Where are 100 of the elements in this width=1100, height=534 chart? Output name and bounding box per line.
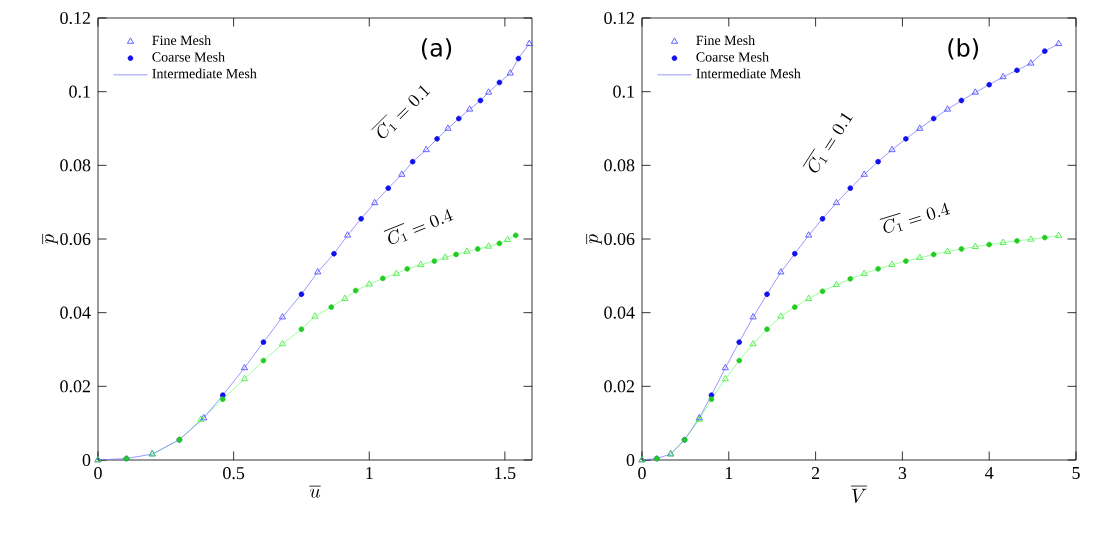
point xyxy=(496,240,503,247)
point xyxy=(398,170,406,177)
point xyxy=(331,250,337,257)
point xyxy=(847,275,854,282)
point xyxy=(764,291,770,298)
point xyxy=(278,313,286,320)
point xyxy=(328,304,335,310)
y-tick-label: 0.1 xyxy=(69,85,90,98)
point xyxy=(512,232,519,239)
point xyxy=(930,115,937,122)
point xyxy=(496,79,503,86)
x-tick-label: 1 xyxy=(366,467,373,479)
point xyxy=(409,158,416,165)
point xyxy=(721,374,729,382)
point xyxy=(311,312,319,319)
point xyxy=(314,268,322,275)
point xyxy=(466,105,474,112)
y-tick-label: 0.04 xyxy=(604,306,635,319)
point xyxy=(240,363,248,371)
y-tick-label: 0.06 xyxy=(604,232,635,246)
x-tick-label: 5 xyxy=(1072,467,1080,479)
x-tick-label: 1 xyxy=(725,467,733,479)
point xyxy=(777,312,785,319)
point xyxy=(708,396,715,403)
y-tick-label: 0.02 xyxy=(60,380,90,393)
point xyxy=(371,198,379,206)
point xyxy=(986,81,992,88)
point xyxy=(805,294,813,301)
point xyxy=(453,251,459,258)
point xyxy=(888,260,896,267)
point xyxy=(1041,234,1048,241)
point xyxy=(1027,59,1035,66)
point xyxy=(525,39,533,46)
point xyxy=(971,242,979,249)
point xyxy=(875,266,881,272)
point xyxy=(358,215,364,222)
point xyxy=(365,280,373,287)
point xyxy=(999,238,1007,245)
point xyxy=(1014,67,1020,74)
point xyxy=(463,247,471,254)
point xyxy=(832,198,840,206)
point xyxy=(404,266,411,272)
point xyxy=(944,247,952,254)
point xyxy=(805,231,813,238)
point xyxy=(431,258,438,264)
point xyxy=(958,97,965,104)
point xyxy=(1055,39,1063,46)
point xyxy=(352,287,359,294)
point xyxy=(749,339,757,347)
point xyxy=(832,280,840,287)
point xyxy=(1041,48,1048,54)
x-tick-label: 4 xyxy=(985,467,994,479)
y-tick-label: 0.02 xyxy=(604,380,634,393)
point xyxy=(903,136,909,142)
point xyxy=(341,294,349,301)
point xyxy=(819,215,826,222)
point xyxy=(764,326,770,333)
y-tick-label: 0.12 xyxy=(604,11,634,25)
point xyxy=(485,88,493,95)
point xyxy=(971,88,979,95)
point xyxy=(260,339,267,345)
point xyxy=(506,69,514,76)
point xyxy=(930,251,937,258)
point xyxy=(791,304,798,310)
x-tick-label: 3 xyxy=(898,467,907,480)
point xyxy=(791,250,798,257)
point xyxy=(504,235,512,242)
point xyxy=(422,145,430,153)
x-tick-label: 0.5 xyxy=(223,467,245,480)
y-tick-label: 0.06 xyxy=(60,232,91,246)
point xyxy=(860,170,868,177)
y-tick-label: 0.08 xyxy=(604,159,635,172)
point xyxy=(344,231,352,238)
point xyxy=(875,158,881,165)
x-tick-label: 0 xyxy=(94,467,102,480)
point xyxy=(219,396,226,403)
point xyxy=(903,258,909,264)
point xyxy=(736,339,743,345)
y-axis-title: $\overline{p}$ xyxy=(42,233,58,245)
annotation: $\overline{C_1} = 0.4$ xyxy=(879,202,951,233)
x-tick-label: 1.5 xyxy=(495,467,516,480)
point xyxy=(1014,238,1020,244)
y-tick-label: 0.1 xyxy=(613,85,634,98)
point xyxy=(888,145,896,153)
x-axis-title: $\overline{V}$ xyxy=(850,486,868,503)
point xyxy=(1055,231,1063,238)
point xyxy=(385,185,392,191)
annotation: $\overline{C_1} = 0.4$ xyxy=(383,209,454,244)
point xyxy=(278,339,286,347)
point xyxy=(986,241,992,248)
point xyxy=(749,313,757,320)
y-axis-title: $\overline{p}$ xyxy=(586,233,602,245)
y-tick-label: 0.12 xyxy=(60,11,90,25)
point xyxy=(477,97,484,104)
point xyxy=(721,363,729,371)
point xyxy=(434,136,440,142)
point xyxy=(455,115,462,122)
point xyxy=(958,246,965,252)
point xyxy=(298,326,305,333)
point xyxy=(944,105,952,112)
